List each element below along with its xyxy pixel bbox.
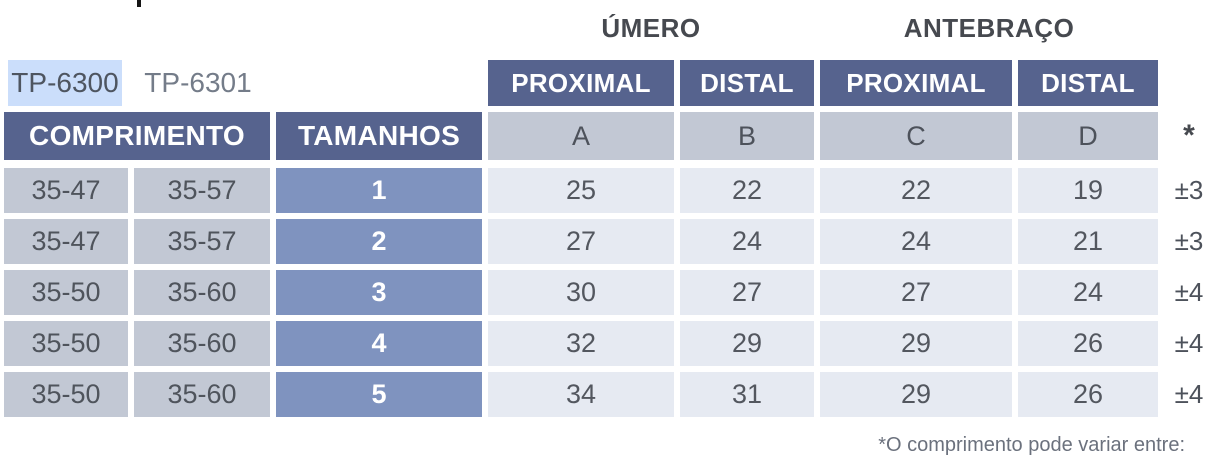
table-cell-comp-tp6300: 35-47 (4, 168, 128, 213)
table-cell-d: 26 (1018, 372, 1158, 417)
table-cell-tamanho: 2 (276, 219, 482, 264)
table-cell-comp-tp6300: 35-50 (4, 270, 128, 315)
header-comprimento: COMPRIMENTO (4, 112, 270, 160)
header-col-d: D (1018, 112, 1158, 160)
table-cell-b: 31 (680, 372, 814, 417)
group-header-antebraco: ANTEBRAÇO (903, 12, 1075, 43)
table-cell-comp-tp6301: 35-60 (134, 270, 270, 315)
crop-artifact-line (137, 0, 141, 7)
table-cell-c: 29 (820, 321, 1012, 366)
table-cell-d: 19 (1018, 168, 1158, 213)
table-cell-comp-tp6301: 35-60 (134, 321, 270, 366)
table-cell-comp-tp6301: 35-57 (134, 219, 270, 264)
table-cell-comp-tp6300: 35-47 (4, 219, 128, 264)
table-cell-a: 32 (488, 321, 674, 366)
header-tolerance-asterisk: * (1183, 119, 1195, 152)
table-cell-a: 30 (488, 270, 674, 315)
table-cell-a: 27 (488, 219, 674, 264)
table-cell-c: 29 (820, 372, 1012, 417)
table-cell-d: 21 (1018, 219, 1158, 264)
table-cell-b: 22 (680, 168, 814, 213)
table-cell-tamanho: 5 (276, 372, 482, 417)
table-cell-tolerance: ±4 (1158, 321, 1220, 366)
table-cell-tolerance: ±4 (1158, 270, 1220, 315)
table-cell-d: 24 (1018, 270, 1158, 315)
table-cell-comp-tp6300: 35-50 (4, 372, 128, 417)
table-cell-b: 29 (680, 321, 814, 366)
table-cell-b: 27 (680, 270, 814, 315)
product-label-tp6301: TP-6301 (144, 67, 252, 98)
footnote-comprimento-variation: *O comprimento pode variar entre: (878, 434, 1185, 456)
group-header-umero: ÚMERO (601, 12, 701, 43)
sub-header-antebraco-distal: DISTAL (1018, 60, 1158, 106)
table-cell-d: 26 (1018, 321, 1158, 366)
table-cell-tamanho: 4 (276, 321, 482, 366)
table-cell-b: 24 (680, 219, 814, 264)
header-col-b: B (680, 112, 814, 160)
table-cell-a: 25 (488, 168, 674, 213)
table-cell-a: 34 (488, 372, 674, 417)
table-cell-tamanho: 1 (276, 168, 482, 213)
table-cell-comp-tp6301: 35-60 (134, 372, 270, 417)
product-label-tp6300: TP-6300 (8, 60, 122, 106)
table-cell-c: 27 (820, 270, 1012, 315)
sub-header-antebraco-proximal: PROXIMAL (820, 60, 1012, 106)
header-col-c: C (820, 112, 1012, 160)
table-cell-tamanho: 3 (276, 270, 482, 315)
sub-header-umero-proximal: PROXIMAL (488, 60, 674, 106)
sub-header-umero-distal: DISTAL (680, 60, 814, 106)
table-cell-c: 24 (820, 219, 1012, 264)
table-cell-tolerance: ±3 (1158, 168, 1220, 213)
header-tamanhos: TAMANHOS (276, 112, 482, 160)
table-cell-tolerance: ±4 (1158, 372, 1220, 417)
table-cell-comp-tp6301: 35-57 (134, 168, 270, 213)
table-cell-tolerance: ±3 (1158, 219, 1220, 264)
table-cell-c: 22 (820, 168, 1012, 213)
header-col-a: A (488, 112, 674, 160)
table-cell-comp-tp6300: 35-50 (4, 321, 128, 366)
